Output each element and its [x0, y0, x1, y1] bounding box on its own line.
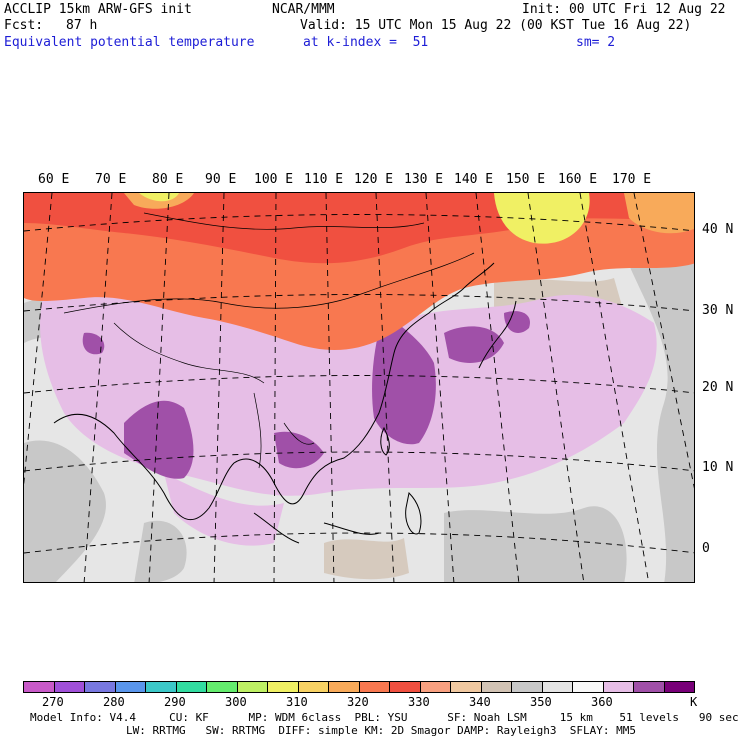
colorbar-swatch: [481, 682, 512, 692]
colorbar-swatch: [85, 682, 116, 692]
lon-label-90e: 90 E: [205, 172, 237, 187]
coastlines: [53, 262, 517, 544]
lon-label-130e: 130 E: [404, 172, 444, 187]
colorbar-label-290: 290: [164, 695, 186, 709]
lon-label-110e: 110 E: [304, 172, 344, 187]
level-label: at k-index = 51: [303, 35, 429, 50]
smoothing-label: sm= 2: [576, 35, 616, 50]
equivalent-potential-temperature-map: [24, 193, 694, 582]
colorbar-swatch: [664, 682, 694, 692]
lon-label-80e: 80 E: [152, 172, 184, 187]
colorbar-swatch: [390, 682, 421, 692]
colorbar-label-310: 310: [286, 695, 308, 709]
lon-label-60e: 60 E: [38, 172, 70, 187]
lat-label-30n: 30 N: [702, 303, 734, 318]
lat-label-40n: 40 N: [702, 222, 734, 237]
colorbar-label-300: 300: [225, 695, 247, 709]
model-info-line-1: Model Info: V4.4 CU: KF MP: WDM 6class P…: [30, 711, 739, 724]
colorbar-label-340: 340: [469, 695, 491, 709]
graticule: [24, 193, 694, 582]
country-borders: [63, 212, 475, 469]
colorbar-swatch: [329, 682, 360, 692]
lon-label-100e: 100 E: [254, 172, 294, 187]
colorbar-swatch: [512, 682, 543, 692]
valid-time: Valid: 15 UTC Mon 15 Aug 22 (00 KST Tue …: [300, 18, 692, 33]
lon-label-160e: 160 E: [558, 172, 598, 187]
lon-label-120e: 120 E: [354, 172, 394, 187]
colorbar-swatch: [24, 682, 55, 692]
colorbar-label-270: 270: [42, 695, 64, 709]
colorbar-swatch: [359, 682, 390, 692]
lon-label-150e: 150 E: [506, 172, 546, 187]
model-info-line-2: LW: RRTMG SW: RRTMG DIFF: simple KM: 2D …: [126, 724, 636, 737]
field-365-cores: [82, 311, 530, 479]
colorbar-swatch: [451, 682, 482, 692]
colorbar-swatch: [176, 682, 207, 692]
colorbar-swatch: [146, 682, 177, 692]
colorbar-label-350: 350: [530, 695, 552, 709]
organization-label: NCAR/MMM: [272, 2, 335, 17]
colorbar-swatch: [298, 682, 329, 692]
colorbar-swatch: [603, 682, 634, 692]
colorbar-swatch: [54, 682, 85, 692]
map-panel: [23, 192, 695, 583]
colorbar-swatch: [420, 682, 451, 692]
colorbar-label-360: 360: [591, 695, 613, 709]
colorbar-swatch: [573, 682, 604, 692]
colorbar-label-280: 280: [103, 695, 125, 709]
forecast-label: Fcst:: [4, 18, 44, 33]
colorbar-swatch: [268, 682, 299, 692]
colorbar-swatch: [634, 682, 665, 692]
colorbar-label-320: 320: [347, 695, 369, 709]
color-scale-bar: [23, 681, 695, 693]
field-name: Equivalent potential temperature: [4, 35, 255, 50]
colorbar-label-330: 330: [408, 695, 430, 709]
lat-label-0: 0: [702, 541, 710, 556]
lon-label-70e: 70 E: [95, 172, 127, 187]
init-time: Init: 00 UTC Fri 12 Aug 22: [522, 2, 726, 17]
colorbar-units: K: [690, 695, 698, 709]
colorbar-swatch: [115, 682, 146, 692]
model-title: ACCLIP 15km ARW-GFS init: [4, 2, 192, 17]
lat-label-10n: 10 N: [702, 460, 734, 475]
colorbar-swatch: [542, 682, 573, 692]
lon-label-170e: 170 E: [612, 172, 652, 187]
colorbar-swatch: [207, 682, 238, 692]
lat-label-20n: 20 N: [702, 380, 734, 395]
lon-label-140e: 140 E: [454, 172, 494, 187]
colorbar-swatch: [237, 682, 268, 692]
forecast-hour: 87 h: [66, 18, 98, 33]
